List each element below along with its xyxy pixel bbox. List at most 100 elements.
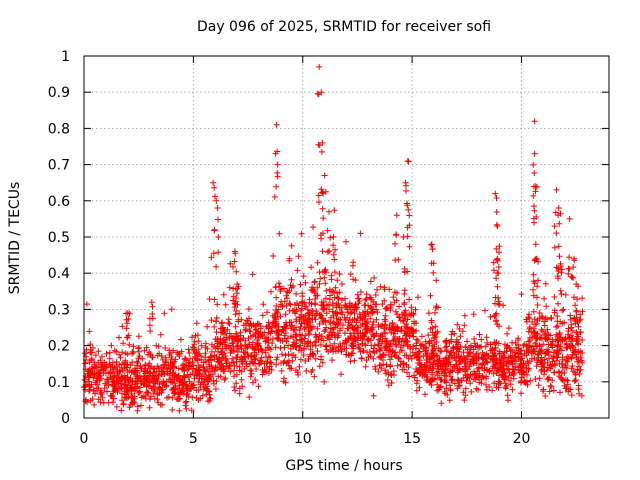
- data-point: [342, 295, 348, 302]
- data-point: [370, 333, 377, 340]
- data-point: [214, 301, 221, 308]
- y-tick-label: 0.6: [48, 194, 70, 210]
- data-point: [329, 300, 336, 306]
- data-point: [226, 342, 232, 349]
- data-point: [495, 384, 502, 391]
- data-point: [570, 294, 577, 301]
- data-point: [335, 302, 342, 309]
- data-point: [277, 301, 284, 308]
- data-point: [267, 359, 274, 366]
- data-point: [525, 328, 532, 335]
- data-point: [149, 303, 156, 310]
- data-point: [235, 283, 242, 290]
- data-point: [281, 323, 287, 330]
- data-point: [524, 371, 531, 378]
- data-point: [365, 337, 372, 344]
- data-point: [326, 306, 333, 313]
- data-point: [448, 331, 455, 338]
- data-point: [437, 383, 444, 390]
- y-tick-label: 0.8: [48, 121, 70, 137]
- data-point: [509, 339, 516, 346]
- x-tick-label: 15: [403, 431, 421, 447]
- data-point: [551, 244, 558, 251]
- data-point: [211, 227, 218, 234]
- data-point: [429, 246, 436, 252]
- data-point: [262, 354, 269, 360]
- data-point: [142, 362, 149, 369]
- data-point: [386, 326, 393, 333]
- data-point: [338, 309, 344, 316]
- data-point: [138, 402, 144, 409]
- data-point: [525, 338, 532, 345]
- data-point: [331, 269, 338, 276]
- data-point: [404, 369, 410, 376]
- data-point: [406, 243, 413, 250]
- data-point: [441, 372, 448, 379]
- data-point: [325, 335, 331, 342]
- data-point: [397, 317, 404, 324]
- data-point: [563, 341, 570, 348]
- data-point: [434, 372, 441, 379]
- data-point: [311, 278, 318, 285]
- data-point: [335, 320, 342, 327]
- data-point: [292, 310, 299, 317]
- data-point: [372, 366, 379, 373]
- data-point: [208, 254, 215, 261]
- data-point: [302, 279, 309, 286]
- data-point: [256, 360, 263, 367]
- data-point: [464, 338, 471, 345]
- data-point: [538, 313, 545, 320]
- data-point: [230, 263, 236, 270]
- data-point: [480, 360, 487, 367]
- data-point: [193, 320, 200, 327]
- data-point: [331, 331, 338, 338]
- data-point: [450, 344, 457, 351]
- data-point: [99, 361, 106, 368]
- data-point: [115, 386, 122, 392]
- data-point: [302, 358, 309, 364]
- data-point: [421, 364, 428, 371]
- data-point: [295, 253, 302, 260]
- data-point: [534, 302, 541, 308]
- data-point: [405, 158, 412, 165]
- data-point: [483, 334, 490, 341]
- data-point: [501, 354, 508, 361]
- data-point: [106, 349, 113, 356]
- data-point: [129, 400, 136, 407]
- data-point: [297, 356, 304, 363]
- data-point: [568, 324, 575, 331]
- data-point: [339, 281, 345, 287]
- data-point: [332, 246, 338, 253]
- data-point: [442, 338, 449, 345]
- data-point: [382, 330, 388, 337]
- data-point: [371, 349, 378, 356]
- data-point: [234, 342, 241, 349]
- data-point: [323, 287, 330, 294]
- data-point: [571, 314, 578, 321]
- data-point: [171, 364, 178, 371]
- data-point: [330, 326, 337, 333]
- data-point: [434, 328, 441, 335]
- data-point: [336, 327, 343, 334]
- data-point: [124, 320, 131, 327]
- y-axis-label: SRMTID / TECUs: [7, 182, 23, 295]
- data-point: [403, 182, 409, 189]
- data-point: [116, 351, 123, 358]
- data-point: [198, 342, 205, 349]
- data-point: [157, 331, 164, 338]
- data-point: [523, 365, 530, 372]
- data-point: [479, 373, 486, 380]
- data-point: [207, 353, 214, 360]
- data-point: [211, 323, 218, 330]
- data-point: [525, 314, 532, 321]
- data-point: [174, 349, 180, 356]
- data-point: [96, 374, 103, 381]
- data-point: [572, 371, 579, 378]
- data-point: [540, 341, 547, 348]
- data-point: [540, 364, 547, 371]
- data-point: [531, 207, 538, 214]
- data-point: [189, 394, 196, 401]
- data-point: [205, 398, 212, 405]
- data-point: [281, 298, 288, 305]
